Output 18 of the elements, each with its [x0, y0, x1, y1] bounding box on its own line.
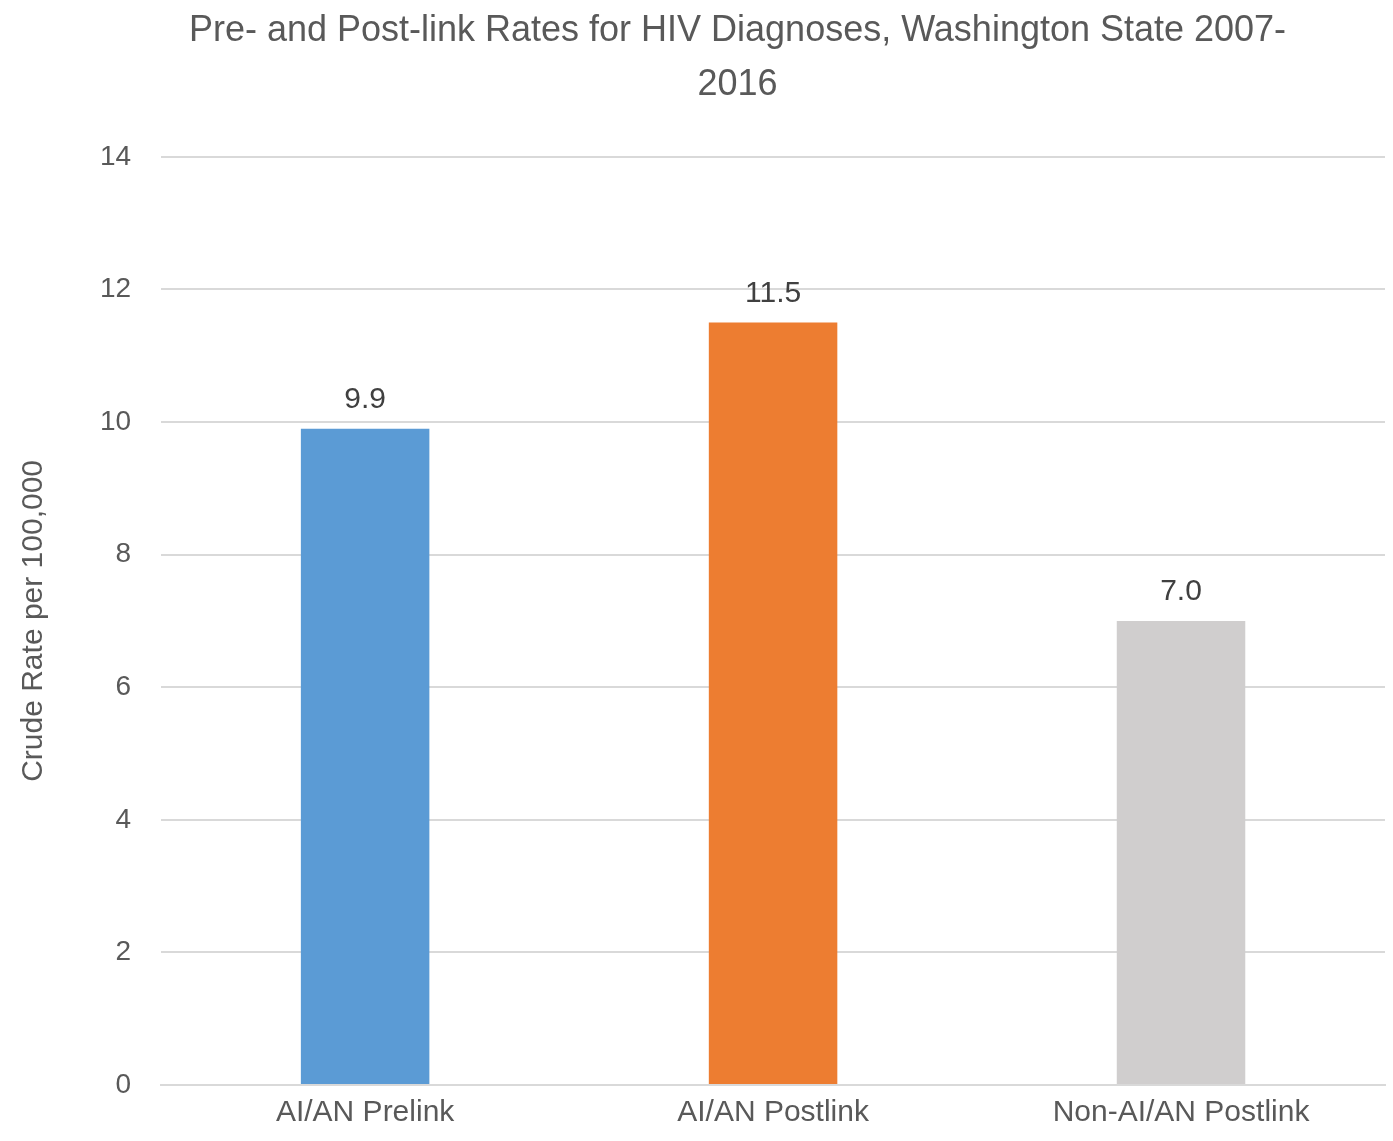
- y-tick-label: 6: [115, 669, 132, 701]
- y-tick-label: 12: [99, 272, 132, 304]
- y-tick-label: 10: [99, 404, 132, 436]
- data-label: 11.5: [744, 274, 802, 308]
- bar: [300, 428, 430, 1084]
- y-axis-title: Crude Rate per 100,000: [15, 459, 49, 782]
- chart-title: Pre- and Post-link Rates for HIV Diagnoses, Washington State 2007-2016: [187, 7, 1288, 105]
- x-tick-label: AI/AN Postlink: [677, 1094, 870, 1128]
- y-tick-label: 2: [115, 935, 132, 967]
- bar: [708, 322, 838, 1084]
- y-tick-label: 4: [115, 802, 132, 834]
- y-tick-label: 14: [99, 139, 132, 171]
- data-label: 7.0: [1160, 573, 1202, 607]
- x-tick-label: AI/AN Prelink: [275, 1094, 456, 1128]
- y-tick-label: 0: [115, 1067, 132, 1099]
- y-tick-label: 8: [115, 537, 132, 569]
- x-tick-label: Non-AI/AN Postlink: [1052, 1094, 1311, 1128]
- data-label: 9.9: [344, 380, 386, 414]
